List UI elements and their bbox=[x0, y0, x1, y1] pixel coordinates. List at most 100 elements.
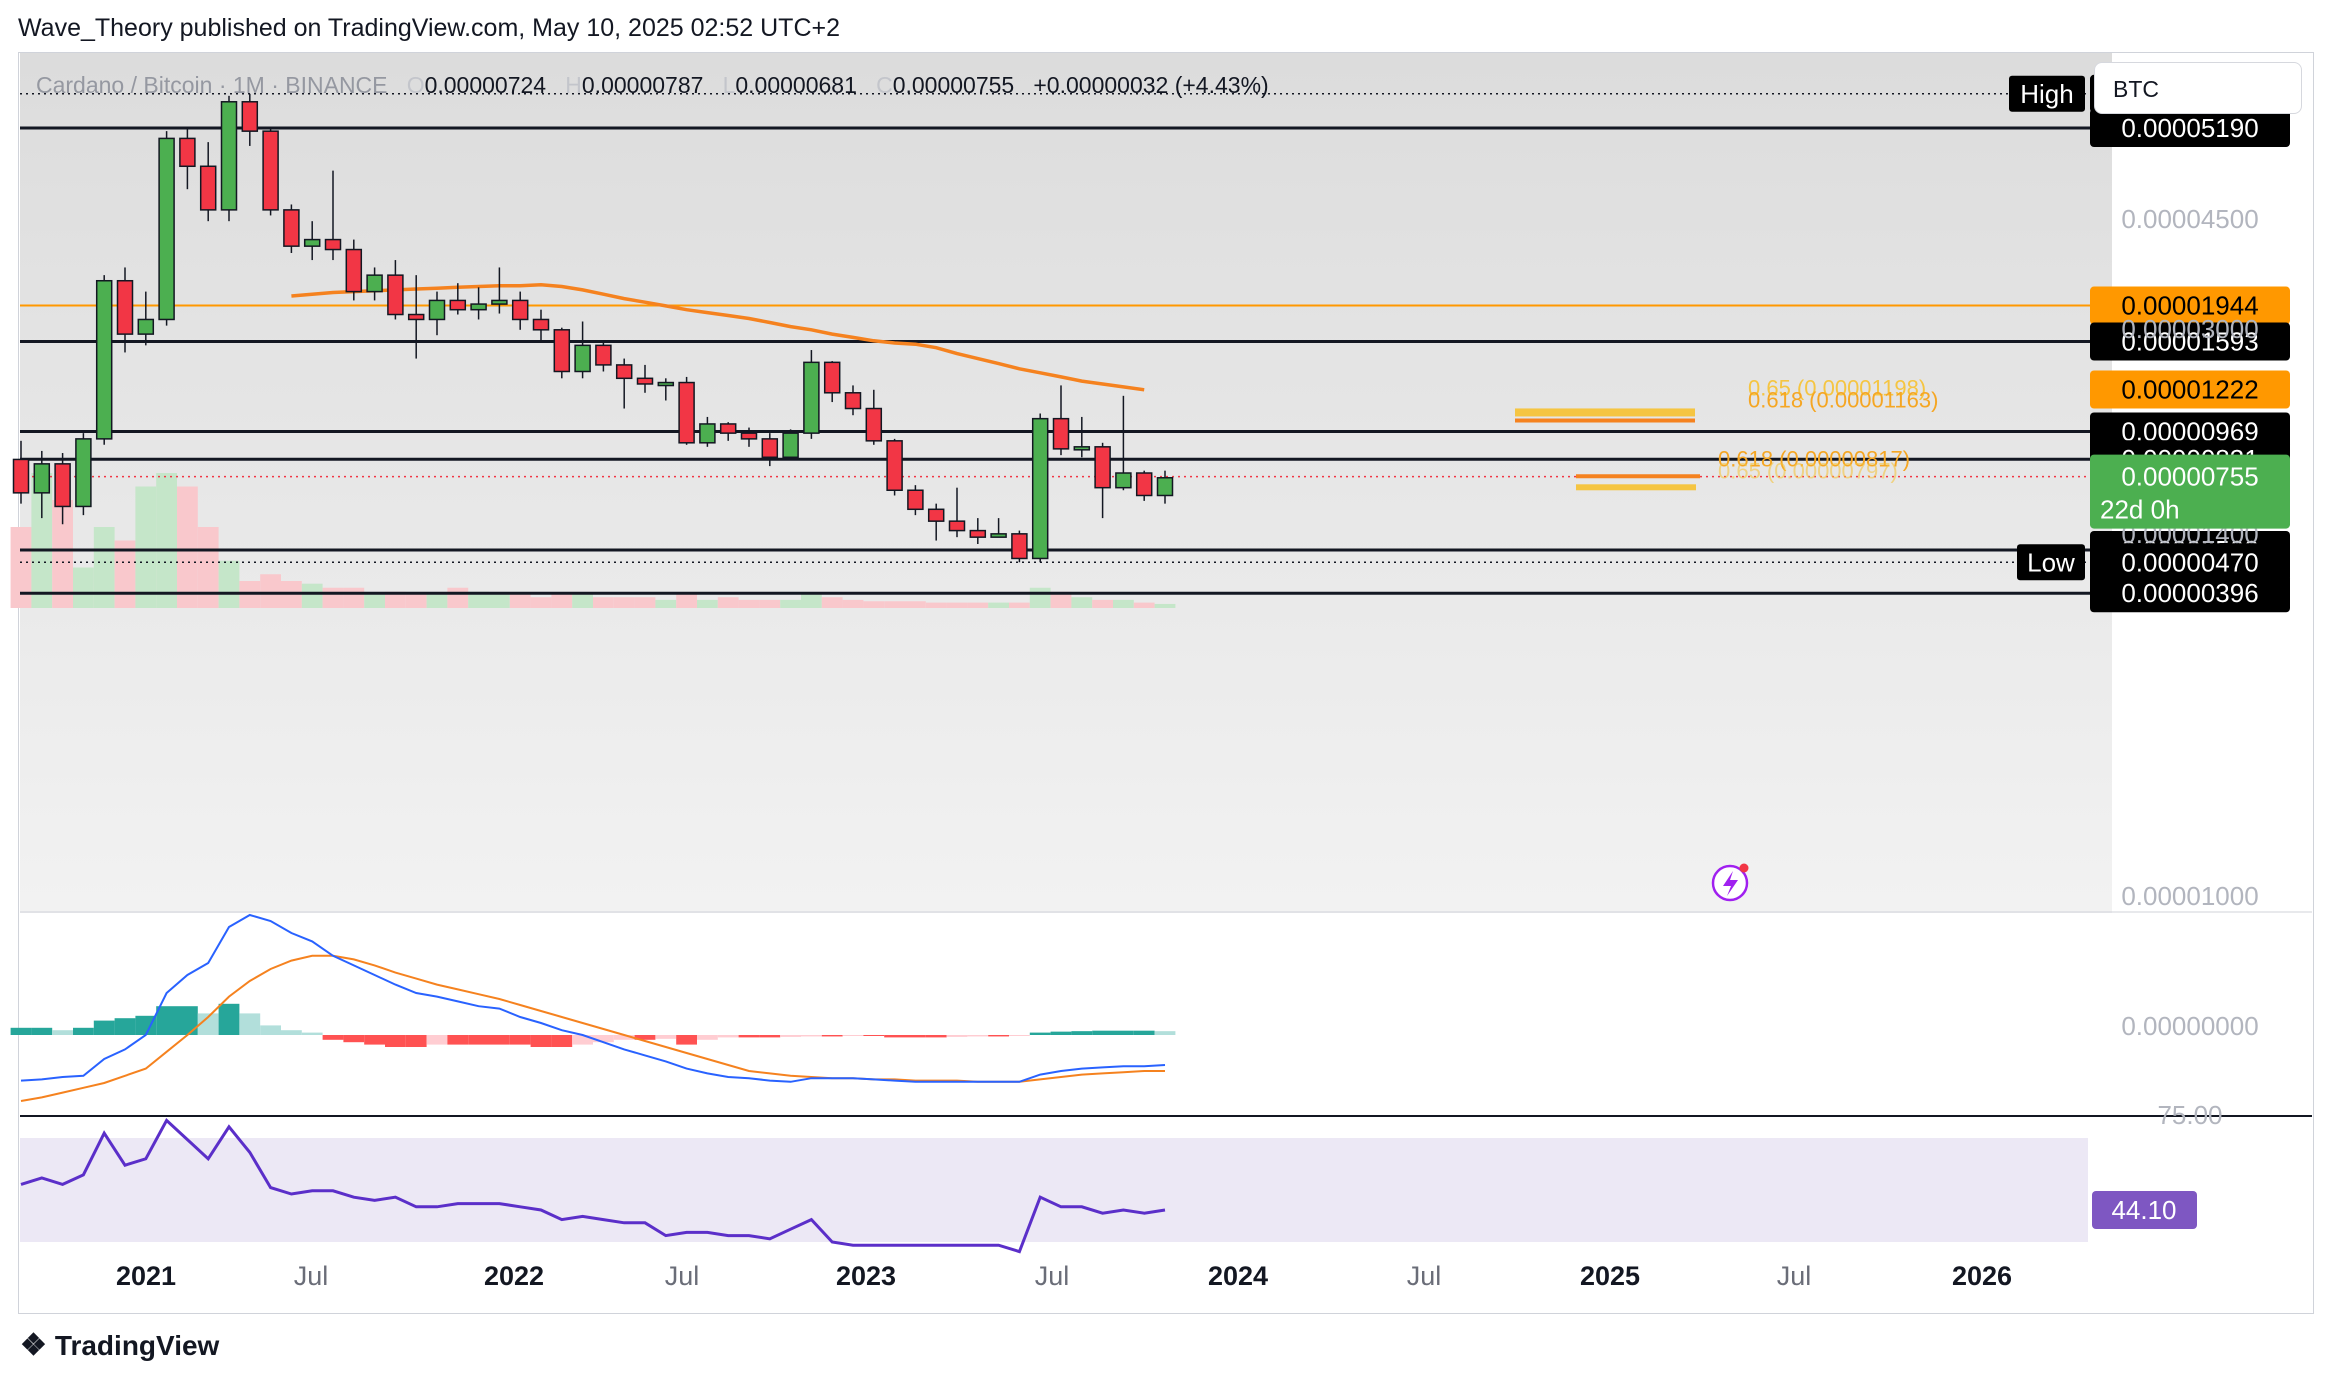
candle[interactable] bbox=[615, 358, 633, 409]
candle[interactable] bbox=[1115, 395, 1132, 491]
candle[interactable] bbox=[95, 275, 113, 445]
time-axis: 2021 Jul 2022 Jul 2023 Jul 2024 Jul 2025 Jul 2026 bbox=[116, 1261, 2012, 1291]
candle-body bbox=[511, 299, 529, 321]
candle[interactable] bbox=[1135, 470, 1153, 501]
candle[interactable] bbox=[719, 422, 737, 441]
candle[interactable] bbox=[740, 427, 758, 447]
candle[interactable] bbox=[407, 275, 425, 359]
volume-bar bbox=[301, 583, 323, 608]
candle[interactable] bbox=[116, 267, 134, 353]
candle-body bbox=[220, 101, 238, 211]
candle[interactable] bbox=[761, 433, 779, 467]
currency-selector[interactable]: BTC bbox=[2094, 62, 2302, 114]
level-label-box bbox=[2090, 286, 2290, 325]
candle[interactable] bbox=[283, 204, 300, 253]
volume-bar bbox=[801, 594, 822, 608]
volume-bar bbox=[1133, 602, 1155, 608]
candle-body bbox=[262, 130, 279, 211]
macd-histogram-bar bbox=[1029, 1032, 1051, 1035]
candle[interactable] bbox=[865, 389, 883, 445]
candle[interactable] bbox=[1073, 416, 1091, 458]
candle-body bbox=[907, 489, 924, 511]
volume-bar bbox=[655, 599, 677, 608]
candle[interactable] bbox=[886, 438, 903, 496]
candle[interactable] bbox=[699, 416, 716, 447]
macd-histogram-bar bbox=[967, 1035, 989, 1037]
volume-bar bbox=[988, 602, 1009, 608]
high-label: H bbox=[565, 72, 582, 98]
candle-body bbox=[33, 463, 51, 494]
rsi-label: 44.10 bbox=[2111, 1195, 2176, 1225]
volume-bar bbox=[114, 540, 136, 608]
candle[interactable] bbox=[1094, 442, 1111, 519]
candle[interactable] bbox=[324, 170, 342, 261]
macd-histogram-bar bbox=[10, 1027, 32, 1035]
candle[interactable] bbox=[54, 453, 71, 525]
candle[interactable] bbox=[657, 378, 675, 401]
candle[interactable] bbox=[428, 291, 446, 336]
candle-body bbox=[1156, 477, 1174, 497]
candle[interactable] bbox=[366, 267, 383, 301]
candle[interactable] bbox=[969, 518, 987, 544]
candle[interactable] bbox=[678, 376, 695, 445]
candle[interactable] bbox=[511, 291, 529, 330]
level-label-box bbox=[2090, 574, 2290, 613]
candle[interactable] bbox=[387, 260, 404, 320]
candle[interactable] bbox=[158, 131, 175, 326]
macd-histogram-bar bbox=[218, 1003, 240, 1035]
candle-body bbox=[179, 137, 196, 168]
candle[interactable] bbox=[782, 429, 799, 460]
candle[interactable] bbox=[907, 485, 924, 516]
candle-body bbox=[886, 440, 903, 491]
volume-bar bbox=[343, 587, 365, 608]
macd-histogram-bar bbox=[946, 1035, 968, 1037]
candle[interactable] bbox=[948, 487, 966, 538]
candle[interactable] bbox=[553, 327, 571, 379]
countdown-label: 22d 0h bbox=[2100, 495, 2180, 525]
candle[interactable] bbox=[532, 309, 550, 341]
low-tag: Low bbox=[2027, 547, 2075, 577]
candle[interactable] bbox=[220, 95, 238, 222]
close-value: 0.00000755 bbox=[892, 72, 1015, 98]
candle[interactable] bbox=[636, 364, 654, 393]
macd-histogram-bar bbox=[468, 1035, 489, 1045]
candle[interactable] bbox=[990, 518, 1007, 538]
candle[interactable] bbox=[1031, 413, 1049, 563]
macd-histogram-bar bbox=[364, 1035, 385, 1045]
volume-bar bbox=[1113, 599, 1134, 608]
candle[interactable] bbox=[844, 385, 862, 416]
candle[interactable] bbox=[823, 361, 841, 403]
candle[interactable] bbox=[1052, 385, 1070, 456]
candle[interactable] bbox=[75, 433, 92, 516]
candle[interactable] bbox=[595, 340, 612, 372]
time-axis-label: 2022 bbox=[484, 1261, 544, 1291]
volume-bar bbox=[967, 602, 989, 608]
candle[interactable] bbox=[927, 503, 945, 541]
candle-body bbox=[1052, 417, 1070, 450]
candle[interactable] bbox=[470, 287, 487, 320]
volume-bar bbox=[218, 560, 240, 608]
candle[interactable] bbox=[241, 93, 259, 146]
volume-bar bbox=[821, 597, 843, 608]
macd-histogram-bar bbox=[93, 1020, 115, 1035]
candle[interactable] bbox=[262, 127, 279, 216]
candle[interactable] bbox=[303, 221, 321, 261]
footer-brand[interactable]: ❖ TradingView bbox=[20, 1328, 219, 1363]
low-value: 0.00000681 bbox=[735, 72, 857, 98]
candle[interactable] bbox=[449, 283, 467, 315]
volume-bar bbox=[759, 599, 781, 608]
volume-layer bbox=[10, 473, 1176, 608]
candle[interactable] bbox=[137, 291, 155, 346]
candle[interactable] bbox=[803, 350, 820, 439]
candle[interactable] bbox=[33, 450, 51, 519]
candle[interactable] bbox=[574, 321, 591, 379]
candle[interactable] bbox=[1011, 530, 1028, 563]
lightning-icon[interactable] bbox=[1711, 863, 1749, 902]
candle[interactable] bbox=[491, 267, 508, 314]
candle[interactable] bbox=[12, 440, 30, 504]
candle[interactable] bbox=[179, 127, 196, 190]
candle[interactable] bbox=[199, 142, 217, 222]
candle[interactable] bbox=[345, 239, 363, 301]
candle[interactable] bbox=[1156, 470, 1174, 504]
